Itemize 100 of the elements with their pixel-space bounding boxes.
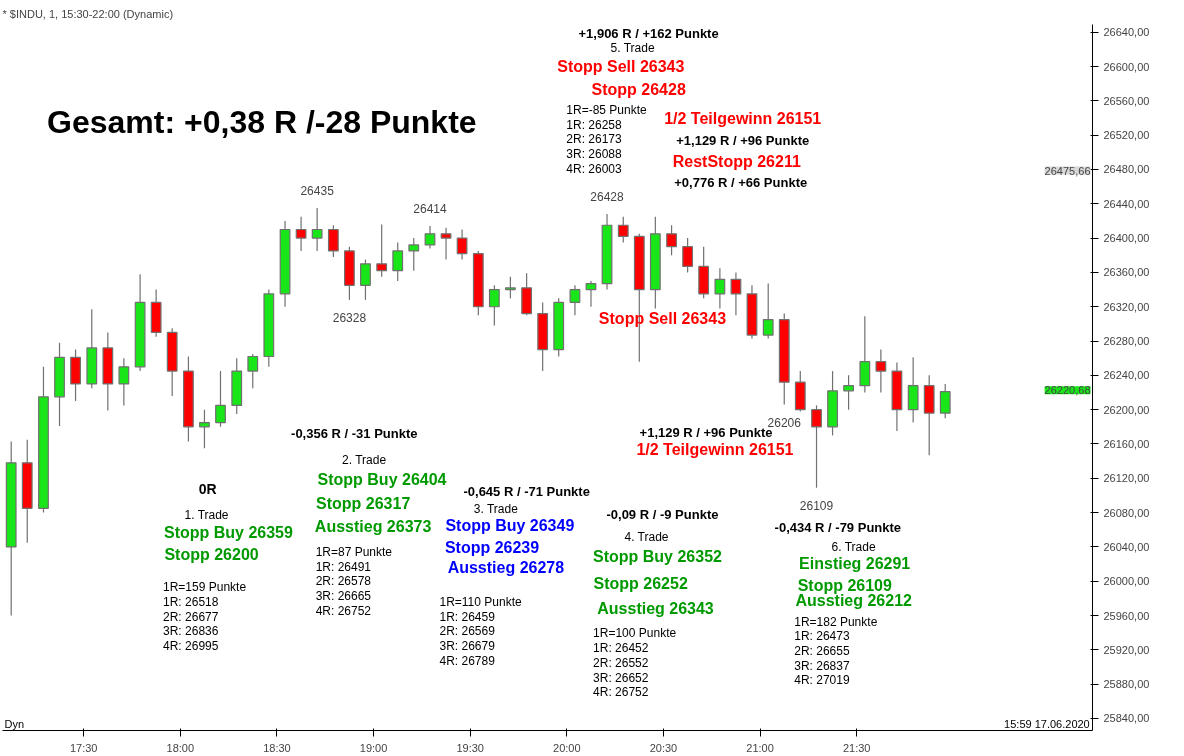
candlestick xyxy=(295,216,307,252)
annotation: +1,129 R / +96 Punkte xyxy=(676,132,810,148)
candlestick xyxy=(376,223,388,278)
annotation: 1R=100 Punkte 1R: 26452 2R: 26552 3R: 26652 4R: 26752 xyxy=(593,626,677,700)
annotation: 1/2 Teilgewinn 26151 xyxy=(636,440,794,458)
candlestick xyxy=(327,224,339,258)
y-tick-label: 25840,00 xyxy=(1103,712,1150,725)
y-tick-label: 26480,00 xyxy=(1103,163,1150,176)
candlestick xyxy=(488,284,500,327)
y-tick-label: 26160,00 xyxy=(1103,437,1150,450)
candlestick xyxy=(408,237,420,272)
candlestick xyxy=(569,284,581,316)
annotation: -0,645 R / -71 Punkte xyxy=(463,483,590,499)
y-tick-label: 26000,00 xyxy=(1103,575,1150,588)
annotation: 4. Trade xyxy=(624,530,669,545)
annotation: Gesamt: +0,38 R /-28 Punkte xyxy=(47,103,477,140)
y-tick-label: 26640,00 xyxy=(1103,26,1150,39)
candlestick xyxy=(311,207,323,252)
x-tick-label: 21:00 xyxy=(746,741,774,754)
annotation: Stopp Buy 26404 xyxy=(317,470,447,488)
chart-title: * $INDU, 1, 15:30-22:00 (Dynamic) xyxy=(2,7,174,20)
y-tick-label: 25920,00 xyxy=(1103,643,1150,656)
annotation: Stopp Buy 26359 xyxy=(163,523,293,541)
y-tick-label: 25960,00 xyxy=(1103,609,1150,622)
annotation: Ausstieg 26343 xyxy=(597,600,714,618)
annotation: Dyn xyxy=(4,717,25,730)
annotation: -0,356 R / -31 Punkte xyxy=(291,425,418,441)
candlestick xyxy=(875,349,887,394)
annotation: 3. Trade xyxy=(473,501,519,516)
candlestick xyxy=(811,404,822,489)
annotation: 1R=182 Punkte 1R: 26473 2R: 26655 3R: 26837 4R: 27019 xyxy=(794,614,878,688)
annotation: 1R=-85 Punkte 1R: 26258 2R: 26173 3R: 26088 4R: 26003 xyxy=(566,102,648,176)
annotation: 26428 xyxy=(590,189,625,204)
annotation: 26414 xyxy=(413,201,448,216)
y-tick-label: 26040,00 xyxy=(1103,540,1150,553)
annotation: 1R=110 Punkte 1R: 26459 2R: 26569 3R: 26679 4R: 26789 xyxy=(439,595,522,668)
annotation: Stopp 26200 xyxy=(164,545,259,563)
annotation: -0,09 R / -9 Punkte xyxy=(606,507,719,523)
annotation: 1. Trade xyxy=(184,507,229,522)
annotation: 5. Trade xyxy=(610,41,655,56)
candlestick xyxy=(682,237,694,274)
annotation: Stopp 26428 xyxy=(591,80,686,98)
y-tick-label: 26360,00 xyxy=(1103,266,1150,279)
annotation: Stopp 26252 xyxy=(593,574,688,592)
annotation: Ausstieg 26278 xyxy=(447,559,565,577)
y-tick-label: 26600,00 xyxy=(1103,60,1150,73)
annotation: 26206 xyxy=(767,416,802,431)
annotation: Stopp 26239 xyxy=(444,538,540,556)
annotation: Stopp Buy 26349 xyxy=(445,517,575,535)
candlestick xyxy=(617,216,629,243)
candlestick xyxy=(714,267,726,310)
y-tick-label: 26120,00 xyxy=(1103,472,1150,485)
candlestick xyxy=(392,241,404,282)
annotation: 26220,68 xyxy=(1044,384,1091,397)
candlestick xyxy=(843,374,855,411)
candlestick xyxy=(585,280,597,308)
candlestick xyxy=(199,409,210,449)
annotation: RestStopp 26211 xyxy=(672,153,801,171)
annotation: 26328 xyxy=(332,311,367,326)
candlestick xyxy=(215,370,226,428)
candlestick xyxy=(666,224,677,256)
annotation: 2. Trade xyxy=(342,452,387,467)
x-tick-label: 19:00 xyxy=(359,741,388,754)
annotation: Stopp 26109 xyxy=(797,576,892,594)
annotation: Einstieg 26291 xyxy=(799,555,911,573)
x-tick-label: 18:00 xyxy=(166,741,195,754)
annotation: 26109 xyxy=(799,499,834,514)
annotation: 26475,66 xyxy=(1044,164,1091,177)
annotation: 1R=87 Punkte 1R: 26491 2R: 26578 3R: 26665 4R: 26752 xyxy=(315,545,393,618)
y-tick-label: 26280,00 xyxy=(1103,335,1150,348)
candlestick xyxy=(424,225,436,249)
annotation: 26435 xyxy=(300,183,335,198)
candlestick xyxy=(504,276,516,299)
annotation: 1R=159 Punkte 1R: 26518 2R: 26677 3R: 26836 4R: 26995 xyxy=(163,580,247,654)
annotation: 6. Trade xyxy=(831,540,876,555)
y-tick-label: 26240,00 xyxy=(1103,369,1150,382)
y-tick-label: 26080,00 xyxy=(1103,506,1150,519)
x-tick-label: 18:30 xyxy=(263,741,291,754)
annotation: +0,776 R / +66 Punkte xyxy=(674,174,808,190)
annotation: Stopp Sell 26343 xyxy=(557,58,685,76)
annotation: +1,906 R / +162 Punkte xyxy=(578,25,719,41)
x-tick-label: 17:30 xyxy=(69,741,98,754)
annotation: 0R xyxy=(198,481,217,498)
x-tick-label: 21:30 xyxy=(842,741,871,754)
candlestick xyxy=(456,228,468,261)
x-tick-label: 20:00 xyxy=(553,741,581,754)
y-tick-label: 26400,00 xyxy=(1103,232,1150,245)
candlestick xyxy=(762,282,774,340)
x-tick-label: 20:30 xyxy=(649,741,678,754)
candlestick xyxy=(247,353,259,389)
annotation: 1/2 Teilgewinn 26151 xyxy=(664,110,822,128)
annotation: Ausstieg 26373 xyxy=(314,518,432,536)
annotation: -0,434 R / -79 Punkte xyxy=(774,520,902,536)
candlestick xyxy=(360,258,371,301)
x-tick-label: 19:30 xyxy=(456,741,484,754)
candlestick xyxy=(440,227,452,261)
y-tick-label: 26560,00 xyxy=(1103,94,1150,107)
y-tick-label: 26200,00 xyxy=(1103,403,1150,416)
annotation: Stopp 26317 xyxy=(316,494,411,512)
candlestick xyxy=(118,357,130,406)
